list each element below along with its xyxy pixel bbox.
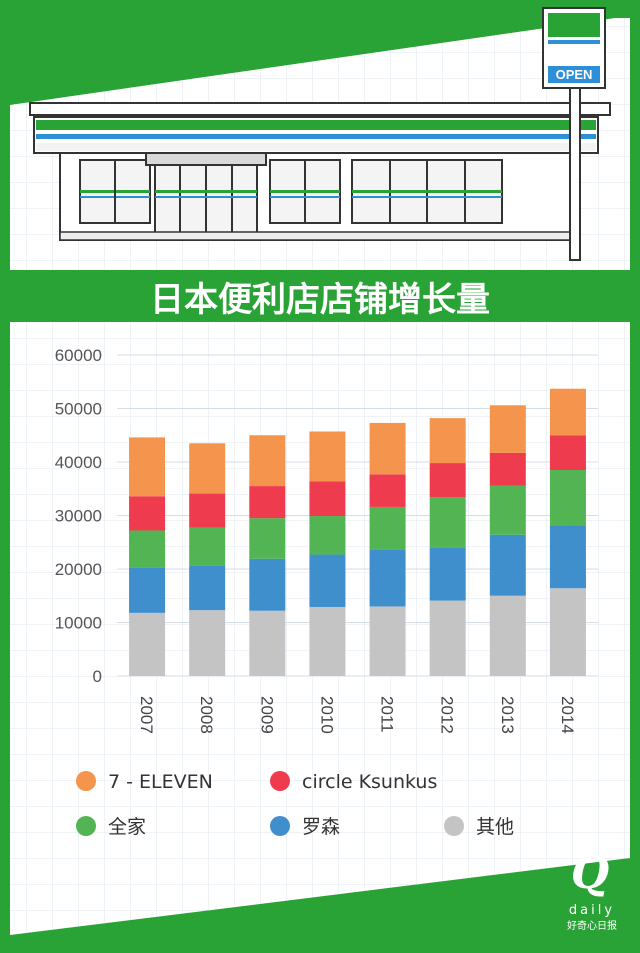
bar-segment-others-2010 — [309, 606, 346, 676]
bar-segment-circle_ksunkus-2010 — [309, 481, 346, 517]
x-tick-label: 2012 — [438, 696, 457, 734]
bar-segment-family_mart-2009 — [249, 518, 286, 559]
legend-label-lawson: 罗森 — [302, 816, 340, 838]
y-tick-label: 50000 — [55, 400, 102, 419]
chart-legend: 7 - ELEVEN circle Ksunkus 全家 罗森 其他 — [76, 771, 514, 838]
bar-segment-family_mart-2008 — [189, 527, 226, 566]
bar-segment-others-2014 — [549, 588, 586, 676]
chart-title: 日本便利店店铺增长量 — [150, 280, 490, 320]
bar-segment-seven_eleven-2011 — [369, 422, 406, 475]
qdaily-logo: Q daily 好奇心日报 — [567, 848, 617, 932]
chart-bars — [129, 388, 586, 676]
y-tick-label: 10000 — [55, 614, 102, 633]
x-tick-label: 2010 — [317, 696, 336, 734]
bar-segment-lawson-2007 — [129, 567, 166, 613]
legend-label-others: 其他 — [476, 816, 514, 838]
legend-swatch-lawson — [270, 816, 290, 836]
bar-segment-others-2013 — [489, 595, 526, 676]
bar-segment-lawson-2010 — [309, 554, 346, 607]
bar-segment-others-2007 — [129, 612, 166, 676]
bar-segment-lawson-2009 — [249, 558, 286, 611]
legend-label-seven_eleven: 7 - ELEVEN — [108, 771, 213, 793]
bar-segment-others-2009 — [249, 610, 286, 676]
bar-segment-family_mart-2011 — [369, 506, 406, 550]
bar-segment-seven_eleven-2014 — [549, 388, 586, 436]
legend-swatch-others — [444, 816, 464, 836]
x-tick-label: 2013 — [498, 696, 517, 734]
bar-segment-family_mart-2012 — [429, 497, 466, 548]
y-tick-label: 60000 — [55, 346, 102, 365]
bar-segment-lawson-2013 — [489, 534, 526, 596]
legend-label-circle_ksunkus: circle Ksunkus — [302, 771, 437, 793]
logo-letter: Q — [571, 848, 609, 899]
x-axis-ticks: 2007 2008 2009 2010 2011 2012 2013 2014 — [137, 696, 577, 734]
bar-segment-lawson-2011 — [369, 549, 406, 607]
y-tick-label: 30000 — [55, 507, 102, 526]
bar-segment-others-2011 — [369, 606, 406, 676]
legend-swatch-circle_ksunkus — [270, 771, 290, 791]
bar-segment-family_mart-2010 — [309, 516, 346, 555]
y-tick-label: 0 — [93, 667, 102, 686]
bar-segment-circle_ksunkus-2012 — [429, 463, 466, 498]
stacked-bar-chart: 0 10000 20000 30000 40000 50000 60000 2007 2008… — [55, 346, 598, 734]
bar-segment-seven_eleven-2012 — [429, 418, 466, 464]
x-tick-label: 2008 — [197, 696, 216, 734]
logo-chinese: 好奇心日报 — [567, 919, 617, 932]
bar-segment-seven_eleven-2010 — [309, 431, 346, 482]
bar-segment-circle_ksunkus-2008 — [189, 493, 226, 528]
bar-segment-others-2008 — [189, 610, 226, 676]
bar-segment-circle_ksunkus-2009 — [249, 486, 286, 519]
x-tick-label: 2009 — [257, 696, 276, 734]
y-tick-label: 20000 — [55, 560, 102, 579]
x-tick-label: 2007 — [137, 696, 156, 734]
bar-segment-family_mart-2007 — [129, 530, 166, 568]
storefront-illustration — [29, 102, 611, 241]
bar-segment-seven_eleven-2009 — [249, 435, 286, 487]
legend-swatch-seven_eleven — [76, 771, 96, 791]
bar-segment-circle_ksunkus-2007 — [129, 496, 166, 531]
open-sign: OPEN — [542, 7, 606, 261]
y-tick-label: 40000 — [55, 453, 102, 472]
logo-word: daily — [569, 903, 615, 918]
open-sign-label: OPEN — [556, 67, 593, 82]
bar-segment-circle_ksunkus-2013 — [489, 452, 526, 486]
bar-segment-lawson-2012 — [429, 547, 466, 601]
y-axis-ticks: 0 10000 20000 30000 40000 50000 60000 — [55, 346, 102, 686]
bar-segment-lawson-2014 — [549, 525, 586, 589]
bar-segment-circle_ksunkus-2014 — [549, 435, 586, 471]
bar-segment-seven_eleven-2008 — [189, 443, 226, 494]
bar-segment-family_mart-2014 — [549, 470, 586, 526]
legend-swatch-family_mart — [76, 816, 96, 836]
x-tick-label: 2011 — [378, 696, 397, 733]
bar-segment-others-2012 — [429, 600, 466, 676]
x-tick-label: 2014 — [558, 696, 577, 734]
bar-segment-family_mart-2013 — [489, 485, 526, 535]
bar-segment-seven_eleven-2013 — [489, 405, 526, 453]
bar-segment-lawson-2008 — [189, 565, 226, 611]
bar-segment-circle_ksunkus-2011 — [369, 474, 406, 507]
bar-segment-seven_eleven-2007 — [129, 437, 166, 497]
legend-label-family_mart: 全家 — [108, 816, 146, 838]
